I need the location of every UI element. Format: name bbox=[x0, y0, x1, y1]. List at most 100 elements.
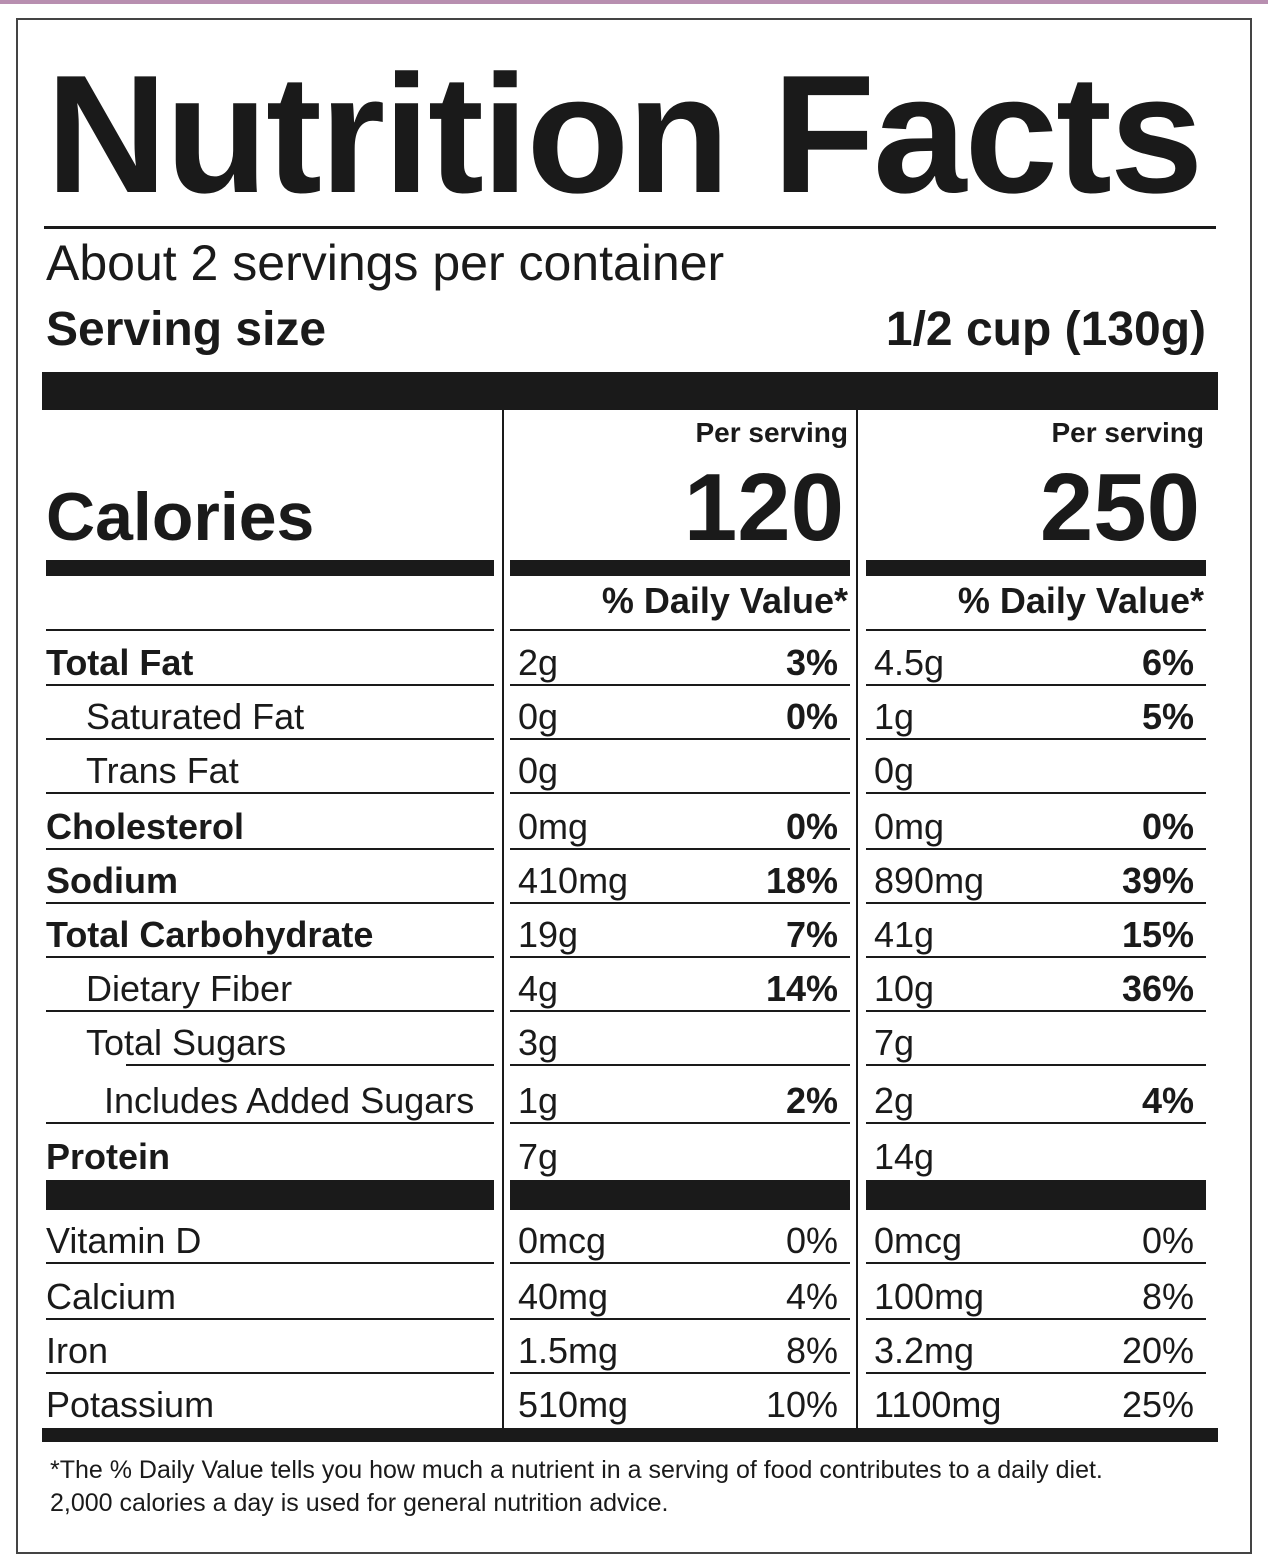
daily-value-header-2: % Daily Value* bbox=[957, 580, 1204, 621]
nutrient-amount: 3.2mg bbox=[874, 1330, 975, 1371]
row-divider bbox=[510, 848, 850, 850]
row-divider bbox=[46, 1318, 494, 1320]
row-divider bbox=[46, 848, 494, 850]
nutrient-amount: 1g bbox=[518, 1080, 559, 1121]
calories-value-2: 250 bbox=[1039, 454, 1200, 561]
nutrient-name: Trans Fat bbox=[86, 750, 239, 791]
row-divider bbox=[510, 792, 850, 794]
nutrient-amount: 0mcg bbox=[874, 1220, 963, 1261]
nutrient-row: Total Fat 2g 4.5g 3% 6% bbox=[0, 632, 1268, 686]
nutrient-amount: 14g bbox=[874, 1136, 935, 1177]
row-divider bbox=[46, 738, 494, 740]
calories-value-1: 120 bbox=[683, 454, 844, 561]
servings-per-container: About 2 servings per container bbox=[46, 235, 725, 291]
daily-value-percent: 10% bbox=[765, 1384, 838, 1425]
row-divider bbox=[510, 1064, 850, 1066]
label-title: Nutrition Facts bbox=[46, 40, 1203, 228]
row-divider bbox=[46, 629, 494, 631]
row-divider bbox=[866, 684, 1206, 686]
footnote: *The % Daily Value tells you how much a … bbox=[50, 1454, 1210, 1519]
nutrient-name: Total Sugars bbox=[86, 1022, 287, 1063]
footnote-line: 2,000 calories a day is used for general… bbox=[50, 1488, 669, 1517]
daily-value-percent: 6% bbox=[1141, 642, 1194, 683]
row-divider bbox=[866, 1122, 1206, 1124]
nutrient-row: Includes Added Sugars 1g 2g 2% 4% bbox=[0, 1070, 1268, 1124]
per-serving-header-1: Per serving bbox=[695, 417, 848, 448]
nutrient-amount: 2g bbox=[518, 642, 559, 683]
row-divider bbox=[46, 902, 494, 904]
nutrient-name: Total Fat bbox=[46, 642, 194, 683]
vitamin-section-bar bbox=[866, 1180, 1206, 1210]
title-divider bbox=[44, 226, 1216, 229]
row-divider bbox=[866, 1318, 1206, 1320]
row-divider bbox=[46, 1010, 494, 1012]
vitamin-section-bar bbox=[46, 1180, 494, 1210]
vitamin-row: Vitamin D 0mcg 0mcg 0% 0% bbox=[0, 1210, 1268, 1264]
daily-value-percent: 15% bbox=[1121, 914, 1194, 955]
nutrient-name: Vitamin D bbox=[46, 1220, 202, 1261]
nutrient-amount: 10g bbox=[874, 968, 935, 1009]
daily-value-percent: 8% bbox=[1141, 1276, 1194, 1317]
daily-value-percent: 0% bbox=[1141, 806, 1194, 847]
row-divider bbox=[866, 956, 1206, 958]
nutrient-name: Potassium bbox=[46, 1384, 215, 1425]
nutrient-amount: 3g bbox=[518, 1022, 559, 1063]
row-divider bbox=[510, 1262, 850, 1264]
top-accent-bar bbox=[0, 0, 1268, 4]
nutrient-name: Iron bbox=[46, 1330, 109, 1371]
vitamin-row: Potassium 510mg 1100mg 10% 25% bbox=[0, 1374, 1268, 1428]
daily-value-percent: 0% bbox=[785, 696, 838, 737]
vitamin-row: Calcium 40mg 100mg 4% 8% bbox=[0, 1266, 1268, 1320]
row-divider bbox=[866, 1064, 1206, 1066]
row-divider bbox=[126, 1064, 494, 1066]
nutrient-amount: 890mg bbox=[874, 860, 985, 901]
nutrient-amount: 7g bbox=[874, 1022, 915, 1063]
label-frame bbox=[16, 18, 1252, 1554]
nutrient-name: Total Carbohydrate bbox=[46, 914, 374, 955]
nutrient-row: Saturated Fat 0g 1g 0% 5% bbox=[0, 686, 1268, 740]
nutrient-name: Dietary Fiber bbox=[86, 968, 293, 1009]
row-divider bbox=[510, 738, 850, 740]
daily-value-header-1: % Daily Value* bbox=[601, 580, 848, 621]
row-divider bbox=[46, 1262, 494, 1264]
nutrient-amount: 7g bbox=[518, 1136, 559, 1177]
daily-value-percent: 25% bbox=[1121, 1384, 1194, 1425]
nutrient-name: Protein bbox=[46, 1136, 171, 1177]
daily-value-percent: 39% bbox=[1121, 860, 1194, 901]
row-divider bbox=[510, 902, 850, 904]
row-divider bbox=[46, 684, 494, 686]
nutrient-name: Cholesterol bbox=[46, 806, 245, 847]
nutrient-amount: 0mcg bbox=[518, 1220, 607, 1261]
daily-value-percent: 18% bbox=[765, 860, 838, 901]
nutrient-amount: 410mg bbox=[518, 860, 629, 901]
row-divider bbox=[866, 738, 1206, 740]
row-divider bbox=[510, 956, 850, 958]
nutrient-amount: 4.5g bbox=[874, 642, 945, 683]
nutrient-amount: 41g bbox=[874, 914, 935, 955]
nutrient-row: Total Sugars 3g 7g bbox=[0, 1012, 1268, 1066]
daily-value-percent: 4% bbox=[1141, 1080, 1194, 1121]
nutrient-row: Sodium 410mg 890mg 18% 39% bbox=[0, 850, 1268, 904]
nutrient-amount: 1g bbox=[874, 696, 915, 737]
nutrient-name: Saturated Fat bbox=[86, 696, 305, 737]
nutrient-amount: 0g bbox=[518, 696, 559, 737]
calories-bar bbox=[510, 560, 850, 576]
nutrient-row: Trans Fat 0g 0g bbox=[0, 740, 1268, 794]
calories-bar bbox=[866, 560, 1206, 576]
daily-value-percent: 20% bbox=[1121, 1330, 1194, 1371]
nutrient-amount: 1100mg bbox=[874, 1384, 1002, 1425]
nutrient-row: Cholesterol 0mg 0mg 0% 0% bbox=[0, 796, 1268, 850]
daily-value-percent: 14% bbox=[765, 968, 838, 1009]
vitamin-section-bar bbox=[510, 1180, 850, 1210]
nutrient-amount: 19g bbox=[518, 914, 579, 955]
nutrient-amount: 0mg bbox=[874, 806, 945, 847]
nutrient-name: Includes Added Sugars bbox=[104, 1080, 475, 1121]
per-serving-header-2: Per serving bbox=[1051, 417, 1204, 448]
row-divider bbox=[46, 792, 494, 794]
nutrient-amount: 1.5mg bbox=[518, 1330, 619, 1371]
nutrient-amount: 0g bbox=[874, 750, 915, 791]
row-divider bbox=[866, 792, 1206, 794]
row-divider bbox=[510, 1010, 850, 1012]
nutrient-name: Sodium bbox=[46, 860, 178, 901]
daily-value-percent: 36% bbox=[1121, 968, 1194, 1009]
